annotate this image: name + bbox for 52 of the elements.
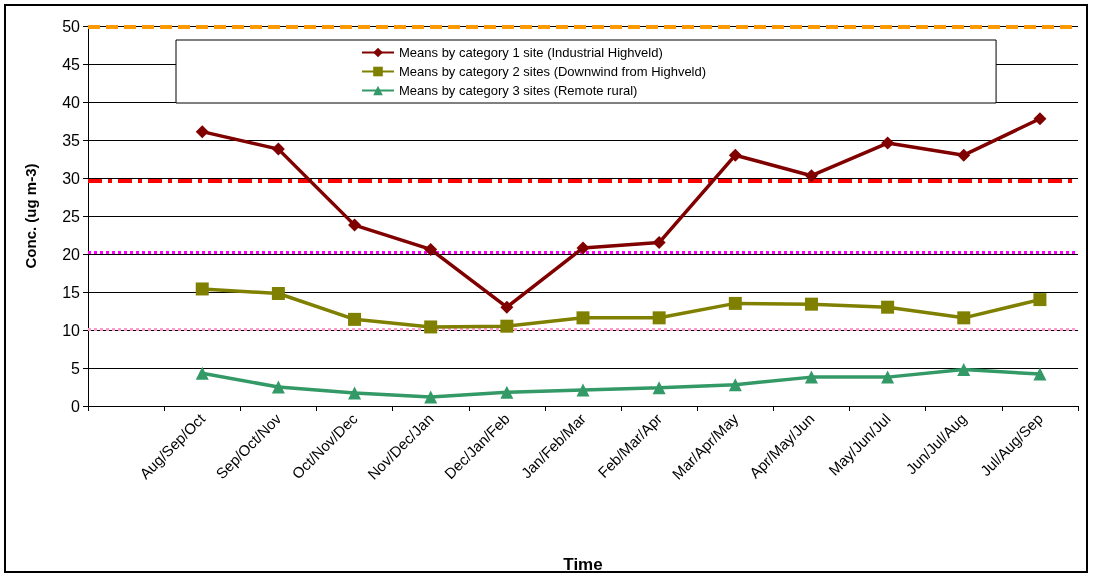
y-tick-label: 45: [62, 55, 81, 73]
legend-label: Means by category 1 site (Industrial Highveld): [399, 45, 663, 60]
point: [1033, 293, 1047, 307]
y-tick-label: 30: [62, 169, 81, 187]
point: [881, 136, 895, 150]
point: [195, 282, 209, 296]
point: [576, 311, 590, 325]
y-axis-title: Conc. (ug m-3): [22, 163, 39, 269]
point: [652, 381, 666, 395]
point: [804, 169, 818, 183]
point: [195, 125, 209, 139]
point: [424, 242, 438, 256]
x-axis-title: Time: [563, 555, 603, 574]
point: [652, 236, 666, 250]
point: [348, 312, 362, 326]
y-tick-label: 15: [62, 283, 81, 301]
point: [728, 378, 742, 392]
y-tick-label: 50: [62, 17, 81, 35]
point: [271, 380, 285, 394]
point: [424, 320, 438, 334]
point: [804, 370, 818, 384]
y-tick-label: 35: [62, 131, 81, 149]
point: [957, 148, 971, 162]
point: [652, 311, 666, 325]
y-tick-label: 40: [62, 93, 81, 111]
point: [1033, 367, 1047, 381]
y-tick-label: 0: [71, 397, 81, 415]
point: [348, 218, 362, 232]
point: [500, 385, 514, 399]
point: [804, 297, 818, 311]
legend-label: Means by category 2 sites (Downwind from Highveld): [399, 64, 707, 79]
point: [500, 300, 514, 314]
point: [348, 386, 362, 400]
point: [576, 383, 590, 397]
point: [957, 311, 971, 325]
y-tick-label: 20: [62, 245, 81, 263]
point: [576, 241, 590, 255]
point: [881, 370, 895, 384]
point: [271, 142, 285, 156]
point: [1033, 112, 1047, 126]
point: [881, 300, 895, 314]
point: [957, 363, 971, 377]
point: [500, 319, 514, 333]
point: [728, 296, 742, 310]
y-tick-label: 10: [62, 321, 81, 339]
point: [424, 390, 438, 404]
legend-label: Means by category 3 sites (Remote rural): [399, 83, 638, 98]
y-tick-label: 25: [62, 207, 81, 225]
point: [195, 366, 209, 380]
point: [728, 148, 742, 162]
y-tick-label: 5: [71, 359, 81, 377]
point: [271, 287, 285, 301]
